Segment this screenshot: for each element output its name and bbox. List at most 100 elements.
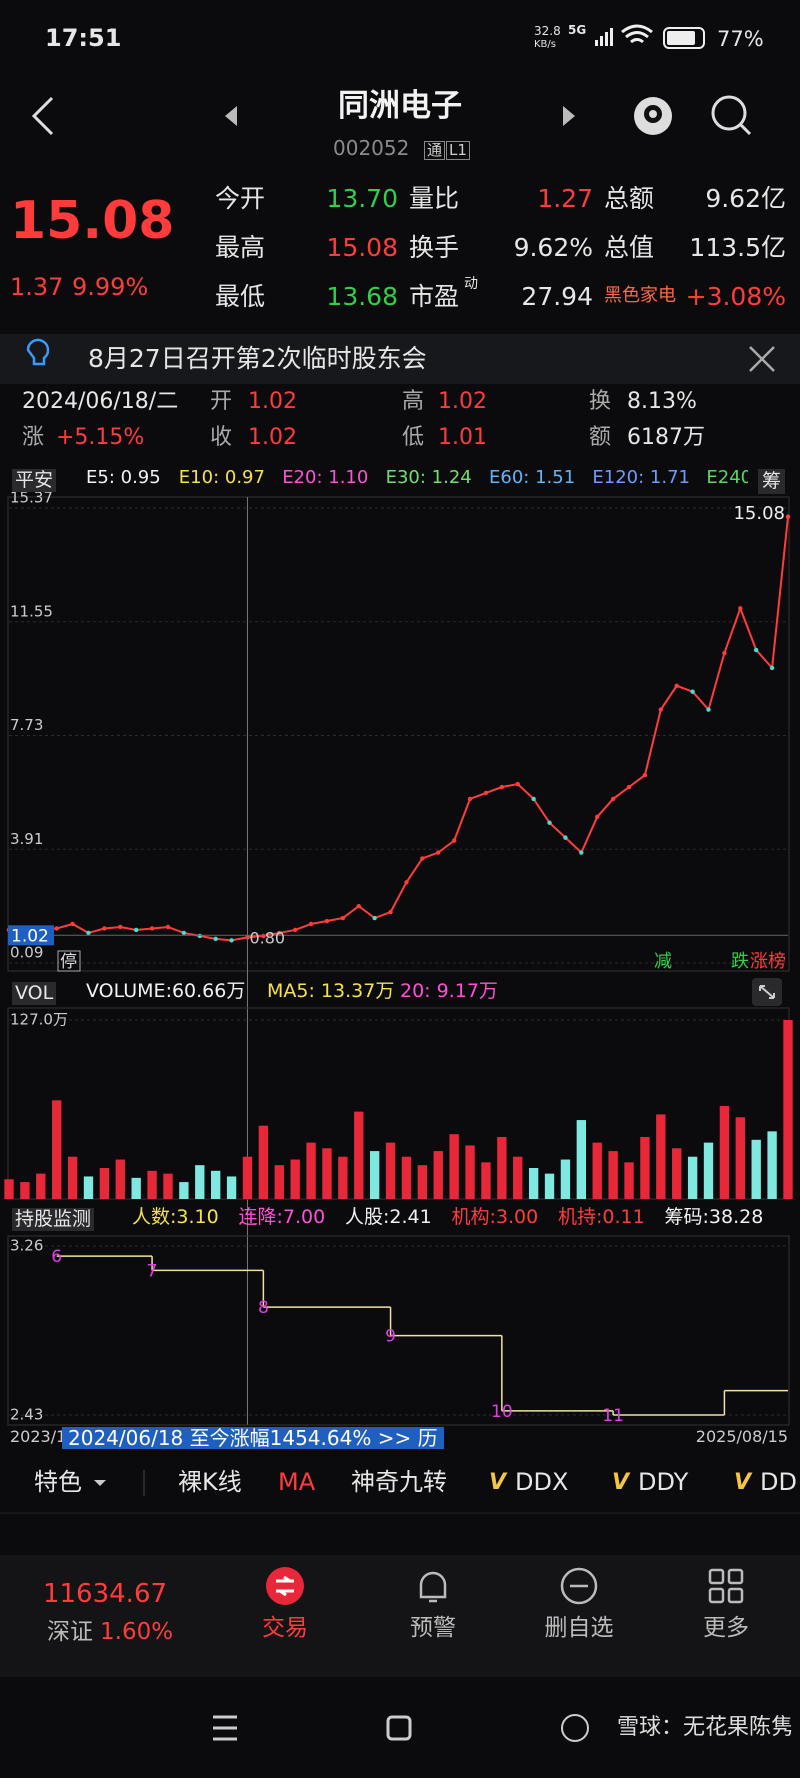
chart-frame [7,1007,790,1200]
close-point [292,927,298,933]
notice-icon [26,338,50,366]
toolbar-item[interactable]: DDY [638,1468,689,1496]
nav-tab[interactable]: 删自选 [544,1614,614,1641]
volume-bar [4,1179,14,1199]
menu-key[interactable] [213,1715,237,1741]
fall-flag: 跌 [731,951,749,972]
volume-value: MA5: 13.37万 [267,979,395,1002]
index-value: 11634.67 [42,1579,168,1609]
chip-button[interactable]: 筹 [758,468,786,494]
x-start-date: 2023/1 [10,1427,67,1446]
close-point [483,790,489,796]
close-point [213,936,218,942]
notice-bg [0,334,800,384]
volume-bar [83,1176,94,1199]
home-key[interactable] [386,1715,412,1741]
volume-bar [735,1117,745,1199]
close-point [277,930,282,936]
toolbar-item[interactable]: DD [760,1468,797,1496]
close-notice[interactable] [749,346,775,372]
remove-icon[interactable] [560,1567,598,1605]
close-point [499,784,505,790]
notice-text[interactable]: 8月27日召开第2次临时股东会 [88,343,427,373]
close-point [626,784,632,790]
stat-value: 1.27 [537,183,593,213]
nav-tab[interactable]: 更多 [703,1614,749,1641]
indicator-mode[interactable]: VOL [12,981,57,1005]
volume-bar [497,1136,507,1199]
next-stock[interactable] [563,106,575,126]
xueqiu-logo [561,1714,589,1742]
nav-tab[interactable]: 预警 [410,1614,456,1641]
badge: L1 [446,140,470,160]
nav-tab[interactable]: 交易 [262,1614,308,1641]
y-tick-label: 11.55 [10,602,53,620]
y-tick-label: 0.09 [10,944,43,962]
battery-level: 77% [717,26,764,51]
volume-bar [354,1111,364,1199]
trade-icon[interactable] [266,1567,304,1605]
stat-value: 27.94 [521,281,593,311]
signal-icon [595,28,613,46]
step-label: 9 [385,1327,396,1347]
volume-bar [656,1114,666,1199]
last-price: 15.08 [10,191,175,251]
close-point [515,781,520,787]
close-point [229,938,234,943]
volume-bar [290,1159,300,1199]
rank-flag: 涨榜 [750,951,786,972]
toolbar-item[interactable]: 神奇九转 [351,1468,447,1496]
stat-value: +3.08% [685,281,786,311]
y-tick-label: 3.91 [10,830,43,848]
alert-icon[interactable] [419,1571,447,1603]
info-label: 涨 [22,425,45,450]
stat-label: 最低 [215,281,266,311]
info-label: 换 [589,389,612,414]
dropdown-icon[interactable] [94,1480,106,1486]
close-point [133,927,139,933]
close-point [356,903,361,909]
halt-flag: 停 [60,952,77,972]
volume-bar [703,1142,714,1199]
close-point [420,856,425,861]
info-value: 1.02 [248,425,297,450]
close-point [785,514,791,519]
close-point [54,926,59,931]
indicator-mode[interactable]: 平安 [12,468,57,492]
stat-value: 13.68 [326,281,398,311]
volume-bar [99,1167,110,1199]
close-point [102,926,107,931]
info-value: 8.13% [627,389,697,414]
volume-bar [226,1176,237,1199]
feature-menu[interactable]: 特色 [34,1468,82,1496]
close-point [563,835,568,840]
prev-stock[interactable] [225,106,237,126]
close-point [531,796,536,802]
v-badge: V [489,1470,508,1495]
halt-flag-bg [57,950,81,972]
close-point [595,814,600,819]
toolbar-item[interactable]: DDX [515,1468,569,1496]
volume-bar [258,1125,269,1199]
volume-bar [465,1145,475,1199]
volume-bar [576,1120,587,1199]
index-name: 深证 [47,1618,93,1645]
close-point [436,850,441,855]
info-value: +5.15% [56,425,145,450]
volume-bar [719,1105,730,1199]
back-icon[interactable] [31,96,54,136]
volume-bar [449,1134,459,1199]
v-badge: V [612,1470,631,1495]
toolbar-item[interactable]: 裸K线 [178,1468,242,1496]
close-point [165,924,171,930]
ma-value: E20: 1.10 [282,467,369,488]
volume-bar [369,1151,380,1199]
search-icon[interactable] [711,95,747,131]
toolbar-item[interactable]: MA [278,1468,316,1496]
more-icon[interactable] [708,1568,744,1604]
indicator-mode[interactable]: 持股监测 [12,1207,95,1231]
stat-label: 今开 [215,183,266,213]
stat-label: 量比 [409,183,460,213]
volume-bar [52,1100,62,1199]
range-gain[interactable]: 2024/06/18 至今涨幅1454.64% >> 历 [62,1427,444,1449]
